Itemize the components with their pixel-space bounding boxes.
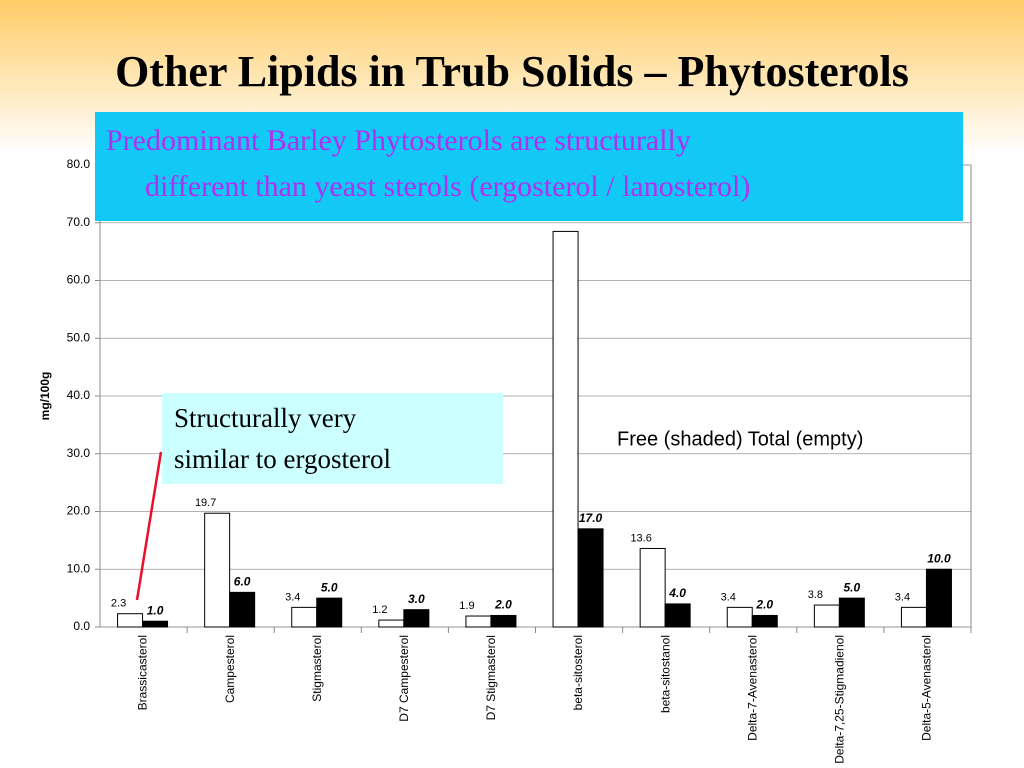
bar bbox=[664, 603, 691, 628]
y-tick-label: 10.0 bbox=[67, 561, 91, 575]
value-label: 3.8 bbox=[808, 589, 823, 601]
y-axis-label: mg/100g bbox=[38, 372, 52, 421]
bar bbox=[639, 547, 666, 628]
y-tick-label: 60.0 bbox=[67, 273, 91, 287]
value-label: 3.4 bbox=[721, 591, 736, 603]
y-tick-label: 70.0 bbox=[67, 215, 91, 229]
bar bbox=[552, 230, 579, 628]
x-tick-label: Delta-7-Avenasterol bbox=[745, 635, 759, 741]
y-tick-label: 40.0 bbox=[67, 388, 91, 402]
value-label: 3.4 bbox=[285, 591, 300, 603]
bar bbox=[726, 606, 753, 628]
bar bbox=[378, 619, 405, 628]
bar bbox=[490, 614, 517, 628]
value-label: 5.0 bbox=[844, 580, 861, 594]
note-line: similar to ergosterol bbox=[174, 444, 391, 474]
x-tick-label: Delta-5-Avenasterol bbox=[920, 635, 934, 741]
bar bbox=[465, 615, 492, 628]
x-tick-label: Stigmasterol bbox=[310, 635, 324, 702]
legend-text: Free (shaded) Total (empty) bbox=[617, 428, 863, 450]
value-label: 1.0 bbox=[147, 603, 164, 617]
x-tick-label: Delta-7,25-Stigmadienol bbox=[833, 635, 847, 764]
y-tick-label: 80.0 bbox=[67, 157, 91, 171]
value-label: 17.0 bbox=[579, 511, 603, 525]
bar bbox=[925, 568, 952, 628]
bar bbox=[403, 609, 430, 628]
bar bbox=[838, 597, 865, 628]
x-tick-label: beta-sitostanol bbox=[658, 635, 672, 713]
value-label: 1.2 bbox=[372, 604, 387, 616]
chart: 0.0 10.0 20.0 30.0 40.0 50.0 60.0 70.0 80.0 Brass… bbox=[67, 157, 972, 764]
bar bbox=[577, 528, 604, 628]
y-tick-label: 50.0 bbox=[67, 330, 91, 344]
bar bbox=[229, 591, 256, 628]
note-box bbox=[162, 393, 503, 484]
slide-title: Other Lipids in Trub Solids – Phytostero… bbox=[115, 47, 909, 96]
callout-line: Predominant Barley Phytosterols are stru… bbox=[106, 124, 691, 157]
value-label: 2.0 bbox=[755, 598, 773, 612]
note-line: Structurally very bbox=[174, 403, 357, 433]
value-label: 2.3 bbox=[111, 598, 126, 610]
value-label: 5.0 bbox=[321, 580, 338, 594]
value-label: 6.0 bbox=[234, 575, 251, 589]
x-tick-label: D7 Stigmasterol bbox=[484, 635, 498, 720]
bar bbox=[291, 606, 318, 628]
bar bbox=[751, 614, 778, 628]
bar bbox=[900, 606, 927, 628]
x-tick-label: Campesterol bbox=[223, 635, 237, 703]
x-tick-label: Brassicasterol bbox=[136, 635, 150, 710]
x-tick-label: beta-sitosterol bbox=[571, 635, 585, 710]
value-label: 2.0 bbox=[494, 598, 512, 612]
value-label: 1.9 bbox=[459, 600, 474, 612]
value-label: 13.6 bbox=[630, 532, 651, 544]
y-tick-label: 20.0 bbox=[67, 504, 91, 518]
bar bbox=[316, 597, 343, 628]
y-tick-label: 0.0 bbox=[73, 619, 90, 633]
bar bbox=[204, 512, 231, 628]
callout-line: different than yeast sterols (ergosterol… bbox=[145, 170, 750, 203]
callout-box bbox=[95, 112, 963, 221]
value-label: 3.0 bbox=[408, 592, 425, 606]
value-label: 19.7 bbox=[195, 497, 216, 509]
bar bbox=[813, 604, 840, 628]
bar bbox=[142, 620, 169, 628]
value-label: 4.0 bbox=[668, 586, 686, 600]
value-label: 10.0 bbox=[927, 551, 951, 565]
value-label: 3.4 bbox=[895, 591, 910, 603]
y-tick-label: 30.0 bbox=[67, 446, 91, 460]
note-arrow bbox=[135, 451, 163, 601]
bar bbox=[117, 613, 144, 628]
x-tick-label: D7 Campesterol bbox=[397, 635, 411, 722]
